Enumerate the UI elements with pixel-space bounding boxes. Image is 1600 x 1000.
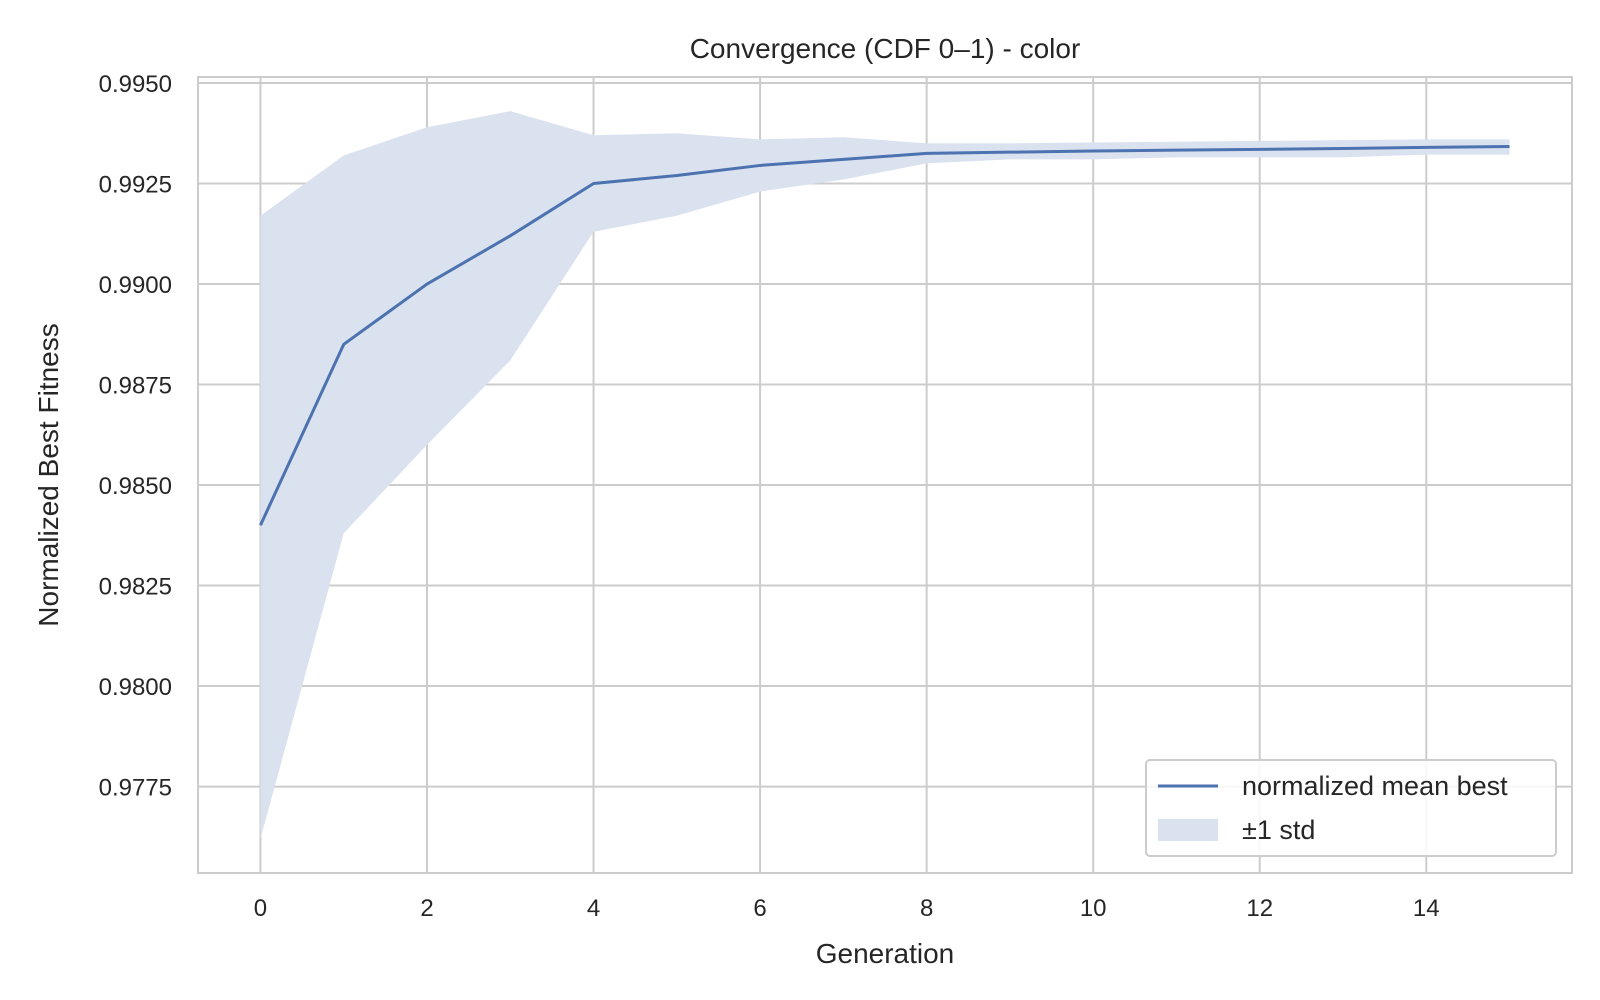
legend: normalized mean best ±1 std — [1145, 759, 1557, 857]
legend-label-std: ±1 std — [1242, 815, 1315, 845]
mean-best-line — [259, 145, 1510, 526]
y-axis-label: Normalized Best Fitness — [33, 323, 64, 626]
x-tick-label: 4 — [587, 895, 600, 922]
legend-band-swatch — [1158, 819, 1218, 841]
chart-title: Convergence (CDF 0–1) - color — [690, 33, 1081, 64]
x-axis-label: Generation — [816, 938, 955, 969]
x-tick-label: 2 — [420, 895, 433, 922]
y-tick-label: 0.9900 — [99, 272, 172, 299]
series-lines — [259, 145, 1510, 526]
y-tick-label: 0.9775 — [99, 775, 172, 802]
std-band — [260, 111, 1510, 839]
y-tick-label: 0.9875 — [99, 373, 172, 400]
x-tick-label: 0 — [254, 895, 267, 922]
y-tick-label: 0.9825 — [99, 574, 172, 601]
x-tick-label: 14 — [1413, 895, 1440, 922]
y-tick-label: 0.9950 — [99, 71, 172, 98]
x-tick-label: 8 — [920, 895, 933, 922]
legend-label-mean: normalized mean best — [1242, 771, 1508, 801]
legend-box — [1145, 759, 1557, 857]
x-grid — [259, 77, 1428, 873]
y-tick-label: 0.9925 — [99, 172, 172, 199]
y-tick-label: 0.9850 — [99, 473, 172, 500]
y-tick-labels: 0.9775 0.9800 0.9825 0.9850 0.9875 0.9900 0.99… — [99, 71, 172, 802]
x-tick-label: 6 — [753, 895, 766, 922]
x-tick-label: 10 — [1080, 895, 1107, 922]
plot-frame — [197, 76, 1573, 874]
x-tick-labels: 0 2 4 6 8 10 12 14 — [254, 895, 1440, 922]
y-tick-label: 0.9800 — [99, 674, 172, 701]
x-tick-label: 12 — [1246, 895, 1273, 922]
std-bands — [260, 111, 1510, 839]
